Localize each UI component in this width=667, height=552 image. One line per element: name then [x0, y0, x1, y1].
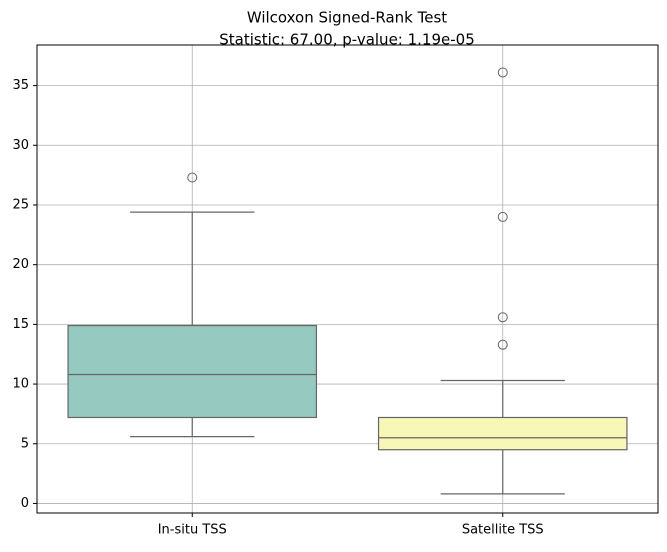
flier — [187, 172, 198, 183]
plot-frame — [36, 44, 659, 514]
x-tick-label: Satellite TSS — [462, 523, 544, 538]
y-tick-label: 5 — [21, 436, 29, 451]
flier — [497, 339, 508, 350]
flier — [497, 67, 508, 78]
y-tick-label: 15 — [12, 317, 29, 332]
box — [67, 324, 318, 419]
y-tick-label: 0 — [21, 496, 29, 511]
x-tick-label: In-situ TSS — [158, 523, 227, 538]
y-tick-label: 20 — [12, 257, 29, 272]
chart-title: Wilcoxon Signed-Rank Test — [247, 9, 447, 27]
flier — [497, 211, 508, 222]
y-tick-label: 30 — [12, 138, 29, 153]
y-tick-label: 25 — [12, 197, 29, 212]
y-tick-label: 35 — [12, 78, 29, 93]
flier — [497, 312, 508, 323]
y-tick-label: 10 — [12, 377, 29, 392]
box — [377, 416, 628, 451]
chart-subtitle: Statistic: 67.00, p-value: 1.19e-05 — [219, 31, 475, 49]
